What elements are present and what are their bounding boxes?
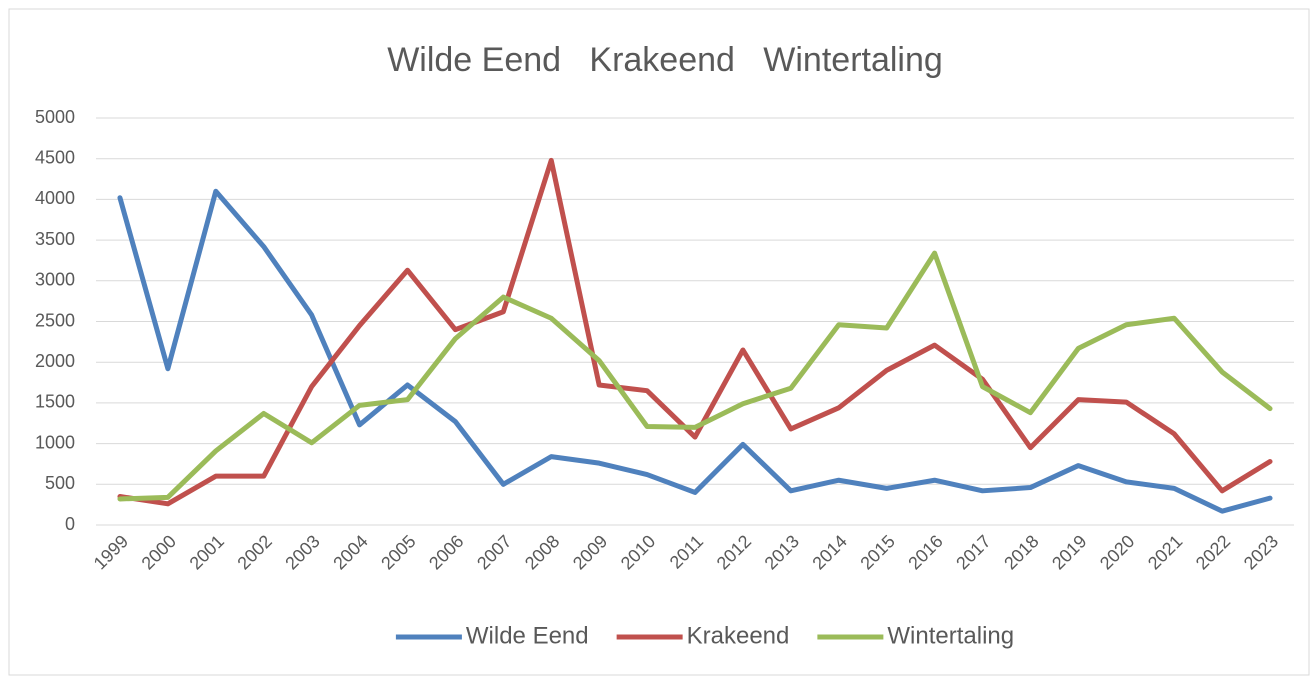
- y-tick-label: 1000: [35, 432, 75, 452]
- legend-label: Wintertaling: [887, 622, 1014, 649]
- y-tick-label: 2000: [35, 351, 75, 371]
- y-tick-label: 3000: [35, 270, 75, 290]
- chart-title: Wilde Eend Krakeend Wintertaling: [387, 41, 943, 79]
- y-tick-label: 4000: [35, 188, 75, 208]
- y-tick-label: 500: [45, 473, 75, 493]
- y-tick-label: 2500: [35, 310, 75, 330]
- legend-label: Krakeend: [687, 622, 790, 649]
- data-line: [117, 157, 1273, 507]
- data-line: [117, 188, 1273, 514]
- legend-label: Wilde Eend: [466, 622, 589, 649]
- y-tick-label: 3500: [35, 229, 75, 249]
- chart-border: [8, 8, 1310, 676]
- data-line: [117, 250, 1273, 502]
- y-tick-label: 4500: [35, 147, 75, 167]
- y-tick-label: 0: [65, 514, 75, 534]
- y-tick-label: 1500: [35, 392, 75, 412]
- y-tick-label: 5000: [35, 107, 75, 127]
